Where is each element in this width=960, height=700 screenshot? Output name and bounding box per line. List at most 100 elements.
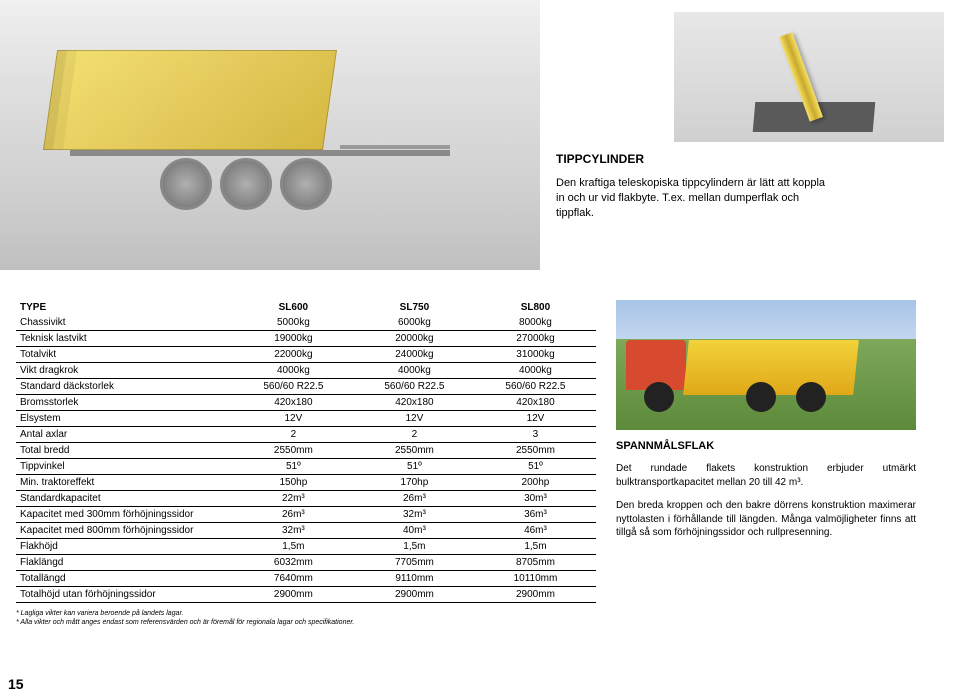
- hero-trailer-image: [0, 0, 540, 270]
- table-row: Total bredd2550mm2550mm2550mm: [16, 443, 596, 459]
- table-row: Standardkapacitet22m³26m³30m³: [16, 491, 596, 507]
- model-col-0: SL600: [233, 300, 354, 315]
- table-row: Elsystem12V12V12V: [16, 411, 596, 427]
- flak-p2: Den breda kroppen och den bakre dörrens …: [616, 499, 916, 540]
- row-label: Kapacitet med 800mm förhöjningssidor: [16, 523, 233, 539]
- row-label: Standardkapacitet: [16, 491, 233, 507]
- row-value: 1,5m: [475, 539, 596, 555]
- table-row: Vikt dragkrok4000kg4000kg4000kg: [16, 363, 596, 379]
- row-value: 19000kg: [233, 331, 354, 347]
- row-value: 22000kg: [233, 347, 354, 363]
- row-value: 420x180: [233, 395, 354, 411]
- tippcylinder-image: [674, 12, 944, 142]
- row-value: 560/60 R22.5: [233, 379, 354, 395]
- row-label: Chassivikt: [16, 315, 233, 331]
- row-value: 26m³: [354, 491, 475, 507]
- row-value: 1,5m: [354, 539, 475, 555]
- row-value: 7640mm: [233, 571, 354, 587]
- row-label: Vikt dragkrok: [16, 363, 233, 379]
- row-value: 20000kg: [354, 331, 475, 347]
- row-value: 4000kg: [475, 363, 596, 379]
- row-value: 32m³: [233, 523, 354, 539]
- row-value: 31000kg: [475, 347, 596, 363]
- row-value: 2900mm: [354, 587, 475, 603]
- row-value: 1,5m: [233, 539, 354, 555]
- row-value: 5000kg: [233, 315, 354, 331]
- callout-title: TIPPCYLINDER: [556, 152, 944, 166]
- spec-table: TYPE SL600 SL750 SL800 Chassivikt5000kg6…: [16, 300, 596, 603]
- row-value: 4000kg: [233, 363, 354, 379]
- row-value: 26m³: [233, 507, 354, 523]
- row-value: 30m³: [475, 491, 596, 507]
- row-value: 200hp: [475, 475, 596, 491]
- row-value: 46m³: [475, 523, 596, 539]
- row-value: 420x180: [354, 395, 475, 411]
- row-value: 8000kg: [475, 315, 596, 331]
- row-label: Tippvinkel: [16, 459, 233, 475]
- row-value: 560/60 R22.5: [475, 379, 596, 395]
- row-value: 2900mm: [233, 587, 354, 603]
- row-value: 10110mm: [475, 571, 596, 587]
- row-value: 12V: [233, 411, 354, 427]
- table-row: Teknisk lastvikt19000kg20000kg27000kg: [16, 331, 596, 347]
- row-value: 150hp: [233, 475, 354, 491]
- footnote-b: * Alla vikter och mått anges endast som …: [16, 618, 596, 627]
- row-value: 36m³: [475, 507, 596, 523]
- flak-title: SPANNMÅLSFLAK: [616, 440, 944, 452]
- table-row: Min. traktoreffekt150hp170hp200hp: [16, 475, 596, 491]
- model-col-1: SL750: [354, 300, 475, 315]
- row-value: 2900mm: [475, 587, 596, 603]
- row-value: 51º: [354, 459, 475, 475]
- table-row: Standard däckstorlek560/60 R22.5560/60 R…: [16, 379, 596, 395]
- table-row: Flaklängd6032mm7705mm8705mm: [16, 555, 596, 571]
- row-value: 7705mm: [354, 555, 475, 571]
- row-label: Bromsstorlek: [16, 395, 233, 411]
- table-row: Flakhöjd1,5m1,5m1,5m: [16, 539, 596, 555]
- table-row: Antal axlar223: [16, 427, 596, 443]
- row-value: 12V: [354, 411, 475, 427]
- row-value: 8705mm: [475, 555, 596, 571]
- table-row: Tippvinkel51º51º51º: [16, 459, 596, 475]
- table-header-label: TYPE: [16, 300, 233, 315]
- table-row: Bromsstorlek420x180420x180420x180: [16, 395, 596, 411]
- row-value: 32m³: [354, 507, 475, 523]
- row-value: 3: [475, 427, 596, 443]
- flak-p1: Det rundade flakets konstruktion erbjude…: [616, 462, 916, 489]
- row-value: 560/60 R22.5: [354, 379, 475, 395]
- row-value: 2: [233, 427, 354, 443]
- row-value: 40m³: [354, 523, 475, 539]
- row-value: 24000kg: [354, 347, 475, 363]
- model-col-2: SL800: [475, 300, 596, 315]
- row-label: Totallängd: [16, 571, 233, 587]
- table-row: Kapacitet med 800mm förhöjningssidor32m³…: [16, 523, 596, 539]
- table-header-row: TYPE SL600 SL750 SL800: [16, 300, 596, 315]
- row-value: 420x180: [475, 395, 596, 411]
- row-value: 6032mm: [233, 555, 354, 571]
- row-value: 4000kg: [354, 363, 475, 379]
- page-number: 15: [8, 676, 24, 692]
- table-row: Kapacitet med 300mm förhöjningssidor26m³…: [16, 507, 596, 523]
- table-row: Totalhöjd utan förhöjningssidor2900mm290…: [16, 587, 596, 603]
- row-label: Totalvikt: [16, 347, 233, 363]
- row-value: 51º: [475, 459, 596, 475]
- row-label: Antal axlar: [16, 427, 233, 443]
- row-value: 6000kg: [354, 315, 475, 331]
- row-label: Min. traktoreffekt: [16, 475, 233, 491]
- row-value: 51º: [233, 459, 354, 475]
- row-value: 2: [354, 427, 475, 443]
- row-value: 2550mm: [354, 443, 475, 459]
- row-label: Total bredd: [16, 443, 233, 459]
- row-label: Teknisk lastvikt: [16, 331, 233, 347]
- row-value: 170hp: [354, 475, 475, 491]
- table-row: Totalvikt22000kg24000kg31000kg: [16, 347, 596, 363]
- footnote-a: * Lagliga vikter kan variera beroende på…: [16, 609, 596, 618]
- row-value: 2550mm: [475, 443, 596, 459]
- row-value: 2550mm: [233, 443, 354, 459]
- row-label: Elsystem: [16, 411, 233, 427]
- row-value: 9110mm: [354, 571, 475, 587]
- callout-text: Den kraftiga teleskopiska tippcylindern …: [556, 176, 836, 221]
- table-row: Totallängd7640mm9110mm10110mm: [16, 571, 596, 587]
- table-row: Chassivikt5000kg6000kg8000kg: [16, 315, 596, 331]
- row-label: Standard däckstorlek: [16, 379, 233, 395]
- row-value: 27000kg: [475, 331, 596, 347]
